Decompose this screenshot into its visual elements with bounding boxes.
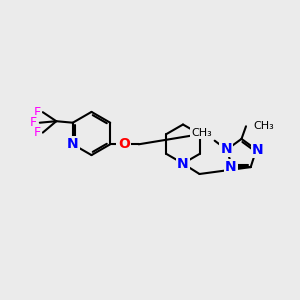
Text: N: N bbox=[225, 160, 237, 174]
Text: CH₃: CH₃ bbox=[191, 128, 212, 138]
Text: N: N bbox=[67, 137, 79, 151]
Text: F: F bbox=[34, 126, 41, 139]
Text: F: F bbox=[34, 106, 41, 119]
Text: N: N bbox=[220, 142, 232, 156]
Text: O: O bbox=[118, 137, 130, 151]
Text: F: F bbox=[30, 116, 37, 129]
Text: N: N bbox=[177, 157, 189, 170]
Text: N: N bbox=[252, 143, 264, 157]
Text: CH₃: CH₃ bbox=[254, 121, 274, 131]
